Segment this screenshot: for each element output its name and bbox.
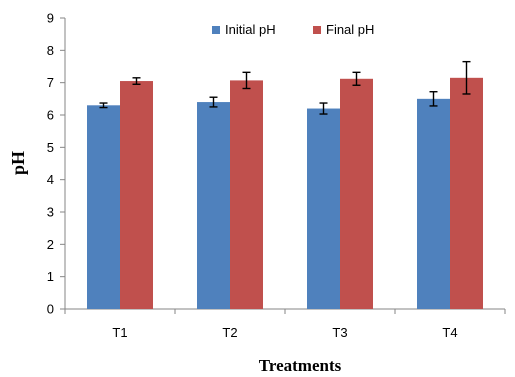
x-tick-label: T3 [332, 325, 347, 340]
bar-t3-initial [307, 108, 340, 310]
x-tick-label: T1 [112, 325, 127, 340]
y-tick-label: 4 [47, 172, 54, 187]
x-axis-title: Treatments [259, 356, 342, 375]
y-tick-label: 5 [47, 140, 54, 155]
bar-t3-final [340, 78, 373, 309]
y-tick-label: 6 [47, 108, 54, 123]
legend-label-final: Final pH [326, 22, 374, 37]
legend-label-initial: Initial pH [225, 22, 276, 37]
y-tick-label: 2 [47, 237, 54, 252]
x-tick-label: T2 [222, 325, 237, 340]
bar-t1-final [120, 81, 153, 309]
y-tick-label: 7 [47, 75, 54, 90]
bar-t2-final [230, 80, 263, 309]
bar-t2-initial [197, 102, 230, 309]
y-tick-label: 9 [47, 11, 54, 26]
y-axis-title: pH [8, 151, 28, 175]
y-tick-label: 0 [47, 302, 54, 317]
y-tick-label: 8 [47, 43, 54, 58]
bar-t1-initial [87, 105, 120, 309]
y-tick-label: 1 [47, 269, 54, 284]
plot-area: 0 1 2 3 4 5 6 7 8 9 T1 T2 T3 T4 [47, 11, 506, 340]
bar-t4-initial [417, 98, 450, 309]
legend-swatch-final [313, 26, 321, 34]
y-tick-label: 3 [47, 205, 54, 220]
x-tick-label: T4 [442, 325, 457, 340]
legend-swatch-initial [212, 26, 220, 34]
bar-t4-final [450, 77, 483, 309]
legend: Initial pH Final pH [212, 22, 374, 37]
